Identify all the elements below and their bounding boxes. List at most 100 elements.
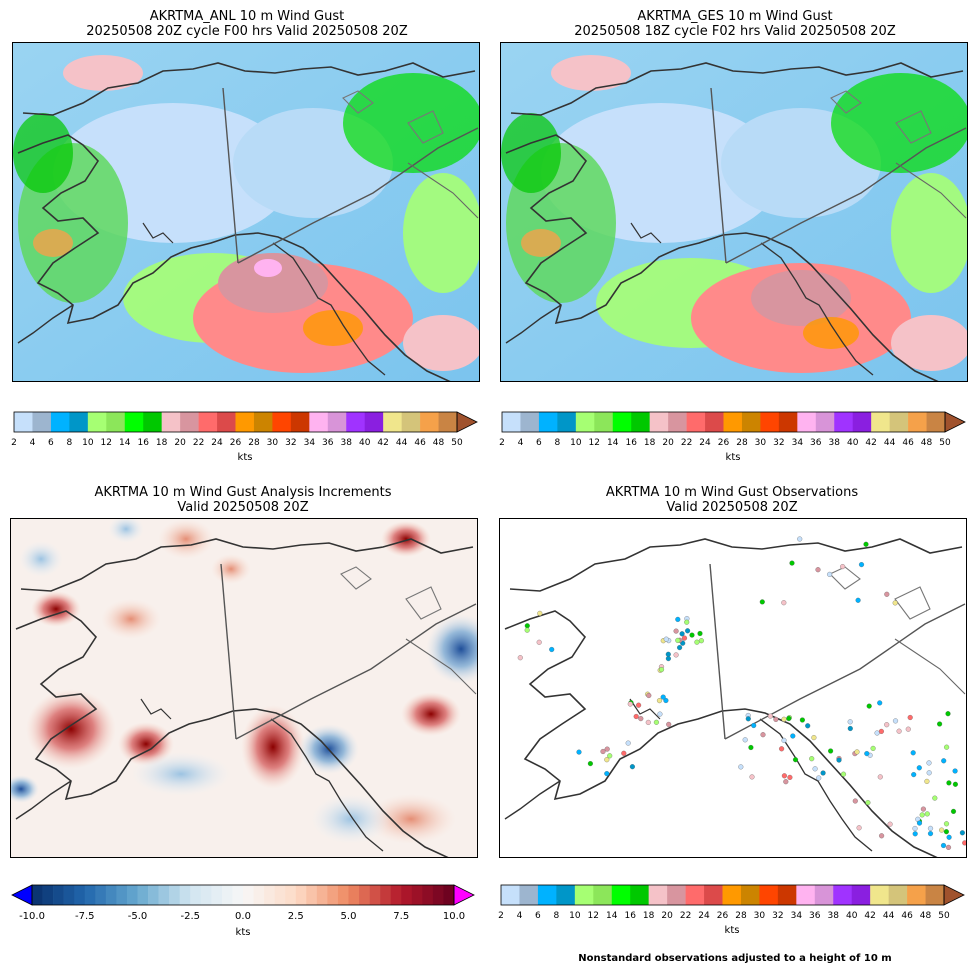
anl-colorbar: 2 4 6 8 10 12 14 16 18 20 22 24 26 28 30 32 34 36 38 40 42 44…: [11, 410, 482, 470]
observation-station-dot: [524, 627, 530, 633]
colorbar-tick-label: 32: [285, 438, 297, 448]
inc-colorbar-unit: kts: [235, 927, 251, 938]
observation-station-dot: [783, 779, 789, 785]
colorbar-tick-label: 6: [48, 438, 54, 448]
colorbar-swatch: [364, 412, 384, 432]
observation-station-dot: [657, 711, 663, 717]
colorbar-tick-label: 30: [754, 438, 767, 448]
colorbar-tick-label: 6: [536, 438, 542, 448]
observation-station-dot: [604, 757, 610, 763]
colorbar-swatch: [401, 412, 421, 432]
observation-station-dot: [677, 645, 683, 651]
ges-colorbar-swatches: [501, 411, 966, 433]
colorbar-tick-label: 48: [432, 438, 445, 448]
colorbar-swatch: [309, 412, 329, 432]
inc-title-line2: Valid 20250508 20Z: [177, 500, 309, 515]
observation-station-dot: [809, 756, 815, 762]
colorbar-swatch: [327, 412, 347, 432]
obs-colorbar-ticks: 2 4 6 8 10 12 14 16 18 20 22 24 26 28 30 32 34 36 38 40 42 44…: [498, 911, 969, 923]
colorbar-swatch: [870, 885, 889, 905]
colorbar-swatch: [198, 412, 218, 432]
observation-station-dot: [646, 692, 652, 699]
inc-panel-title: AKRTMA 10 m Wind Gust Analysis Increment…: [8, 485, 478, 515]
colorbar-tick-label: 38: [827, 911, 839, 921]
observation-station-dot: [905, 726, 911, 732]
observation-station-dot: [815, 567, 821, 573]
colorbar-swatch: [833, 885, 853, 905]
observation-station-dot: [943, 829, 949, 835]
colorbar-tick-label: 42: [377, 438, 389, 448]
colorbar-swatch: [593, 885, 613, 905]
colorbar-tick-label: 12: [587, 911, 600, 921]
observation-station-dot: [877, 774, 883, 780]
inc-colorbar-ticks: -10.0 -7.5 -5.0 -2.5 0.0 2.5 5.0 7.5 10.0: [10, 911, 480, 925]
colorbar-swatch: [143, 412, 162, 432]
colorbar-tick-label: 7.5: [393, 911, 410, 922]
colorbar-swatch: [925, 885, 945, 905]
colorbar-swatch: [631, 412, 650, 432]
observation-station-dot: [924, 811, 930, 817]
colorbar-swatch: [161, 412, 181, 432]
colorbar-tick-label: 30: [753, 911, 766, 921]
colorbar-swatch: [612, 412, 632, 432]
colorbar-swatch: [889, 412, 909, 432]
observation-station-dot: [854, 749, 860, 755]
colorbar-swatch: [871, 412, 890, 432]
colorbar-swatch: [253, 412, 273, 432]
inc-title-line1: AKRTMA 10 m Wind Gust Analysis Increment…: [94, 485, 392, 500]
colorbar-tick-label: -5.0: [127, 911, 148, 922]
observation-station-dot: [665, 651, 671, 657]
observation-station-dot: [666, 721, 672, 727]
observation-station-dot: [840, 564, 846, 570]
observation-station-dot: [884, 591, 890, 597]
anl-colorbar-ticks: 2 4 6 8 10 12 14 16 18 20 22 24 26 28 30 32 34 36 38 40 42 44…: [11, 438, 482, 450]
observation-station-dot: [665, 656, 671, 662]
colorbar-tick-label: 16: [137, 438, 149, 448]
colorbar-tick-label: 14: [607, 438, 619, 448]
colorbar-swatch: [359, 885, 370, 905]
observation-station-dot: [694, 639, 700, 645]
colorbar-tick-label: 40: [358, 438, 371, 448]
colorbar-swatch: [777, 885, 797, 905]
colorbar-extend-arrow: [944, 411, 966, 433]
observation-stations: [517, 536, 966, 850]
observation-station-dot: [673, 628, 679, 634]
observation-station-dot: [828, 748, 834, 754]
colorbar-swatch: [217, 412, 236, 432]
colorbar-swatch: [740, 885, 760, 905]
inc-colorbar: -10.0 -7.5 -5.0 -2.5 0.0 2.5 5.0 7.5 10.0 kts: [10, 883, 480, 943]
colorbar-swatch: [42, 885, 54, 905]
colorbar-swatch: [888, 885, 908, 905]
observation-station-dot: [748, 744, 754, 751]
colorbar-tick-label: 20: [661, 911, 673, 921]
colorbar-swatch: [723, 412, 743, 432]
colorbar-swatch: [346, 412, 366, 432]
colorbar-swatch: [422, 885, 434, 905]
observation-station-dot: [638, 716, 644, 722]
observation-station-dot: [910, 750, 916, 756]
colorbar-swatch: [557, 412, 577, 432]
observation-station-dot: [877, 700, 883, 706]
colorbar-tick-label: 4: [29, 438, 36, 448]
ges-map: [500, 42, 968, 382]
colorbar-tick-label: 2.5: [287, 911, 304, 922]
colorbar-swatch: [295, 885, 307, 905]
ges-colorbar: 2 4 6 8 10 12 14 16 18 20 22 24 26 28 30 32 34 36 38 40 42 44…: [499, 410, 970, 470]
anl-colorbar-unit: kts: [237, 452, 253, 463]
colorbar-swatch: [348, 885, 360, 905]
observation-station-dot: [689, 632, 695, 638]
colorbar-tick-label: 10: [570, 438, 582, 448]
colorbar-tick-label: 28: [735, 911, 747, 921]
colorbar-tick-label: 30: [266, 438, 279, 448]
colorbar-swatch: [648, 885, 668, 905]
colorbar-swatch: [235, 412, 255, 432]
observation-station-dot: [760, 732, 766, 738]
obs-map: [499, 518, 967, 858]
observation-station-dot: [944, 744, 950, 750]
observation-station-dot: [920, 806, 926, 812]
colorbar-swatch: [796, 885, 816, 905]
observation-station-dot: [926, 760, 932, 766]
observation-station-dot: [847, 725, 853, 732]
colorbar-swatch: [124, 412, 144, 432]
observation-station-dot: [679, 631, 685, 637]
